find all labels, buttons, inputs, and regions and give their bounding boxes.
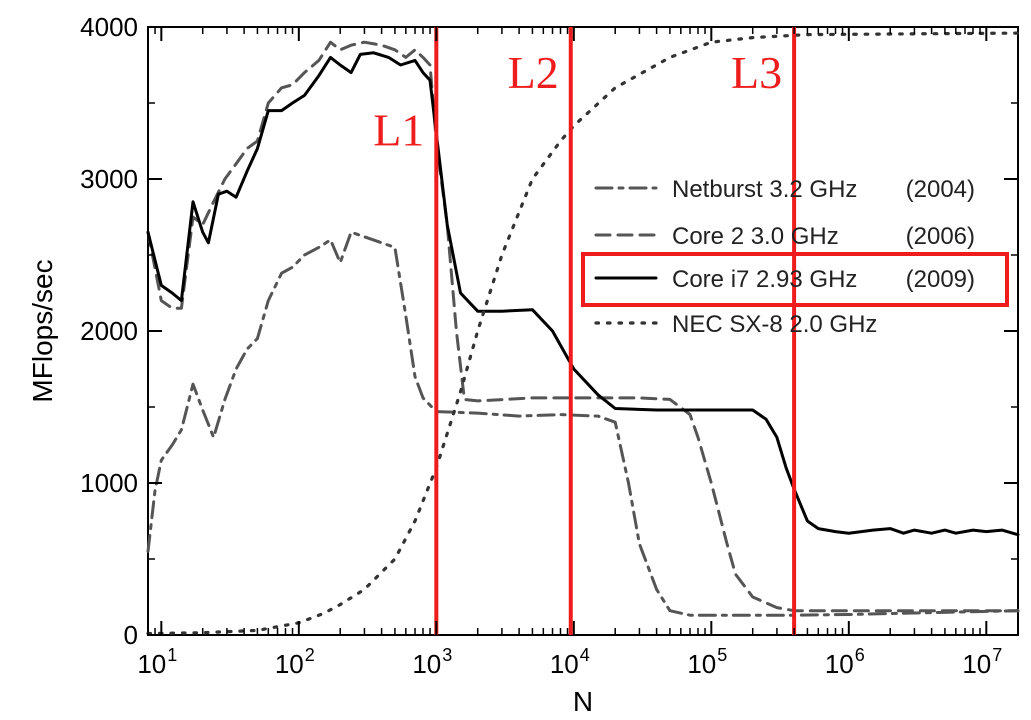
legend-series-year: (2004) [906, 176, 975, 203]
series-line [146, 230, 1020, 617]
legend-series-year: (2009) [906, 266, 975, 293]
x-tick-label: 103 [412, 645, 452, 679]
x-tick-exponent: 1 [167, 645, 177, 665]
x-tick-exponent: 5 [717, 645, 727, 665]
y-tick-label: 4000 [80, 12, 138, 42]
plot-frame [147, 26, 1019, 636]
x-tick-exponent: 2 [305, 645, 315, 665]
legend: Netburst 3.2 GHz (2004) Core 2 3.0 GHz (200… [581, 176, 1009, 338]
x-tick-label: 102 [275, 645, 315, 679]
cache-level-label: L1 [373, 105, 424, 156]
x-axis-label: N [573, 686, 593, 717]
legend-highlight-box [581, 252, 1009, 307]
x-tick-exponent: 6 [855, 645, 865, 665]
series-layer [146, 31, 1020, 636]
y-tick-label: 2000 [80, 316, 138, 346]
x-tick-label: 105 [687, 645, 727, 679]
legend-series-name: Core 2 3.0 GHz [672, 223, 839, 250]
y-tick-label: 3000 [80, 164, 138, 194]
y-axis-label: MFlops/sec [27, 259, 58, 402]
legend-series-year: (2006) [906, 223, 975, 250]
x-tick-label: 101 [137, 645, 177, 679]
cache-level-label: L3 [731, 47, 782, 98]
x-tick-label: 107 [962, 645, 1002, 679]
x-tick-exponent: 4 [580, 645, 590, 665]
y-tick-label: 0 [124, 620, 138, 650]
legend-series-name: Core i7 2.93 GHz [672, 266, 857, 293]
legend-series-name: NEC SX-8 2.0 GHz [672, 311, 877, 338]
cache-marker-layer: L1 L2 L3 [373, 27, 797, 635]
axis-layer: 0 1000 2000 3000 4000 101 102 103 104 105 106 107 [80, 12, 1018, 679]
x-tick-label: 104 [550, 645, 590, 679]
series-line [146, 51, 1020, 537]
x-tick-exponent: 7 [992, 645, 1002, 665]
y-tick-label: 1000 [80, 468, 138, 498]
legend-series-name: Netburst 3.2 GHz [672, 176, 857, 203]
cache-level-label: L2 [508, 47, 559, 98]
series-line [146, 40, 1020, 613]
x-tick-label: 106 [825, 645, 865, 679]
series-line [146, 31, 1020, 636]
x-tick-exponent: 3 [442, 645, 452, 665]
